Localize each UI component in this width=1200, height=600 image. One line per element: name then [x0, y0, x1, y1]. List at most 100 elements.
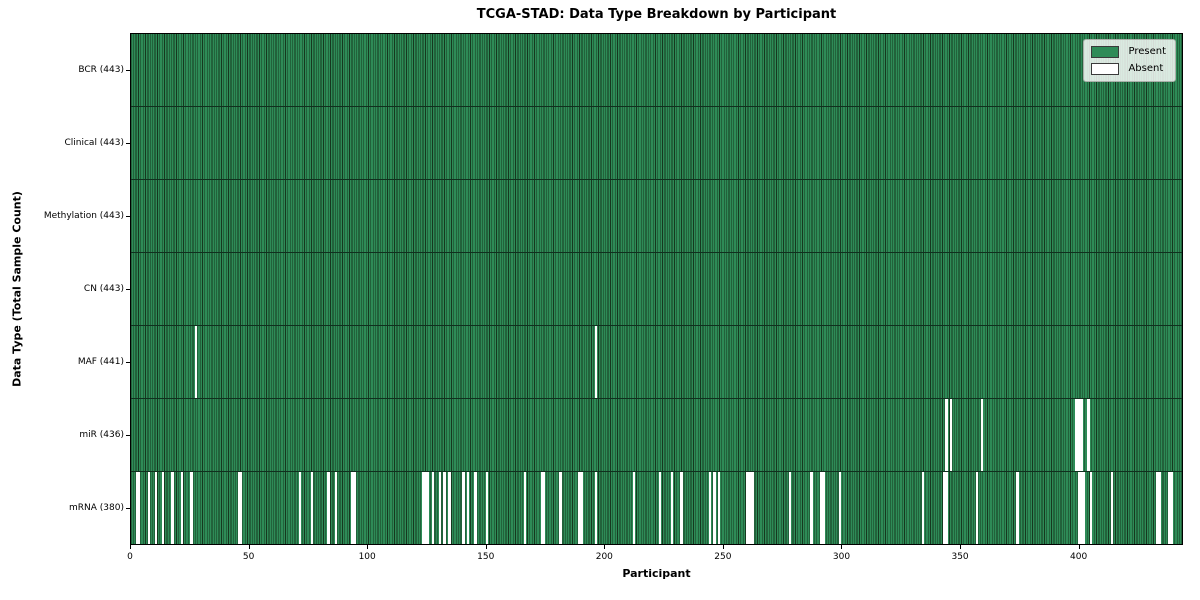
absent-mark [171, 472, 174, 544]
y-tick-label-MAF: MAF (441) [77, 357, 124, 368]
row-MAF [131, 326, 1182, 399]
x-tick-mark [248, 545, 250, 549]
absent-mark [194, 326, 198, 398]
y-tick-mark [126, 142, 130, 144]
row-Methylation [131, 180, 1182, 253]
legend-swatch-present [1091, 46, 1120, 58]
y-tick-label-CN: CN (443) [83, 284, 124, 294]
absent-mark [1089, 472, 1093, 544]
x-tick-label: 0 [127, 552, 133, 562]
y-tick-label-Clinical: Clinical (443) [64, 137, 124, 148]
absent-mark [718, 472, 721, 544]
row-miR [131, 399, 1182, 472]
legend-label: Absent [1128, 63, 1164, 74]
absent-mark [467, 472, 470, 544]
y-tick-mark [126, 508, 130, 510]
y-tick-label-mRNA: mRNA (380) [69, 503, 124, 514]
absent-mark [180, 472, 184, 544]
x-tick-label: 200 [595, 552, 613, 562]
absent-mark [594, 326, 598, 398]
absent-mark [239, 472, 243, 544]
absent-mark [942, 472, 946, 544]
absent-mark [945, 472, 948, 544]
row-CN [131, 253, 1182, 326]
y-tick-mark [126, 435, 130, 437]
absent-mark [327, 472, 330, 544]
chart-title: TCGA-STAD: Data Type Breakdown by Partic… [476, 7, 837, 22]
absent-mark [190, 472, 193, 544]
absent-mark [1016, 472, 1019, 544]
x-tick-mark [604, 545, 606, 549]
absent-mark [819, 472, 823, 544]
absent-mark [1082, 472, 1085, 544]
absent-mark [438, 472, 442, 544]
legend-entry-present: Present [1091, 46, 1166, 58]
absent-mark [578, 472, 581, 544]
absent-mark [559, 472, 562, 544]
x-axis-label: Participant [622, 567, 691, 580]
legend-label: Present [1128, 46, 1166, 57]
absent-mark [1170, 472, 1173, 544]
legend-swatch-absent [1091, 63, 1120, 75]
absent-mark [713, 472, 716, 544]
absent-mark [670, 472, 674, 544]
absent-mark [424, 472, 427, 544]
x-tick-label: 300 [832, 552, 851, 562]
absent-mark [299, 472, 302, 544]
y-tick-mark [126, 215, 130, 217]
absent-mark [810, 472, 813, 544]
x-tick-mark [367, 545, 369, 549]
absent-mark [921, 472, 924, 544]
absent-mark [334, 472, 337, 544]
x-tick-label: 250 [714, 552, 732, 562]
absent-mark [540, 472, 543, 544]
absent-mark [154, 472, 158, 544]
absent-mark [751, 472, 754, 544]
x-tick-mark [1078, 545, 1080, 549]
plot-area [130, 33, 1183, 545]
absent-mark [1158, 472, 1161, 544]
presence-matrix [131, 34, 1182, 544]
row-Clinical [131, 107, 1182, 180]
absent-mark [746, 472, 749, 544]
absent-mark [138, 472, 141, 544]
absent-mark [580, 472, 584, 544]
absent-mark [594, 472, 598, 544]
x-tick-mark [722, 545, 724, 549]
y-tick-mark [126, 362, 130, 364]
x-tick-label: 350 [951, 552, 969, 562]
x-tick-label: 100 [358, 552, 376, 562]
absent-mark [1087, 399, 1090, 471]
absent-mark [147, 472, 150, 544]
absent-mark [1080, 472, 1083, 544]
absent-mark [422, 472, 425, 544]
absent-mark [708, 472, 711, 544]
absent-mark [945, 399, 948, 471]
absent-mark [431, 472, 434, 544]
absent-mark [1155, 472, 1159, 544]
absent-mark [838, 472, 842, 544]
absent-mark [448, 472, 451, 544]
absent-mark [462, 472, 465, 544]
absent-mark [748, 472, 752, 544]
absent-mark [542, 472, 546, 544]
row-mRNA [131, 472, 1182, 544]
absent-mark [1077, 399, 1081, 471]
absent-mark [310, 472, 314, 544]
absent-mark [680, 472, 683, 544]
legend-entry-absent: Absent [1091, 63, 1166, 75]
absent-mark [658, 472, 662, 544]
absent-mark [1077, 472, 1081, 544]
absent-mark [443, 472, 446, 544]
y-tick-label-BCR: BCR (443) [78, 64, 124, 75]
absent-mark [1075, 399, 1078, 471]
row-BCR [131, 34, 1182, 107]
absent-mark [950, 399, 953, 471]
absent-mark [426, 472, 430, 544]
y-tick-mark [126, 289, 130, 290]
legend: Present Absent [1083, 39, 1176, 82]
absent-mark [161, 472, 165, 544]
absent-mark [237, 472, 240, 544]
x-tick-mark [841, 545, 843, 549]
x-tick-label: 150 [477, 552, 495, 562]
